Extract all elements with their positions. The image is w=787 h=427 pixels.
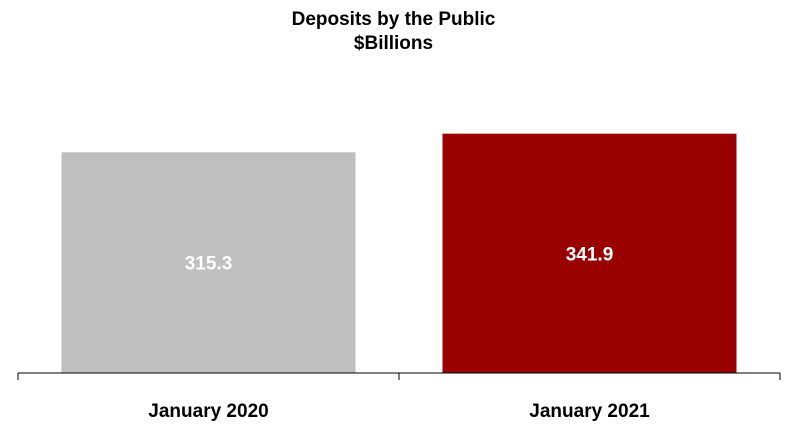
- chart-title-block: Deposits by the Public $Billions: [0, 8, 787, 56]
- data-label-2: 341.9: [566, 244, 614, 265]
- x-tick-label-2: January 2021: [529, 401, 650, 422]
- chart-subtitle: $Billions: [353, 33, 434, 54]
- data-label-1: 315.3: [185, 254, 233, 275]
- x-tick-label-1: January 2020: [148, 401, 268, 422]
- bar-1: [61, 152, 356, 373]
- chart-title: Deposits by the Public: [291, 9, 496, 30]
- bar-2: [442, 133, 737, 373]
